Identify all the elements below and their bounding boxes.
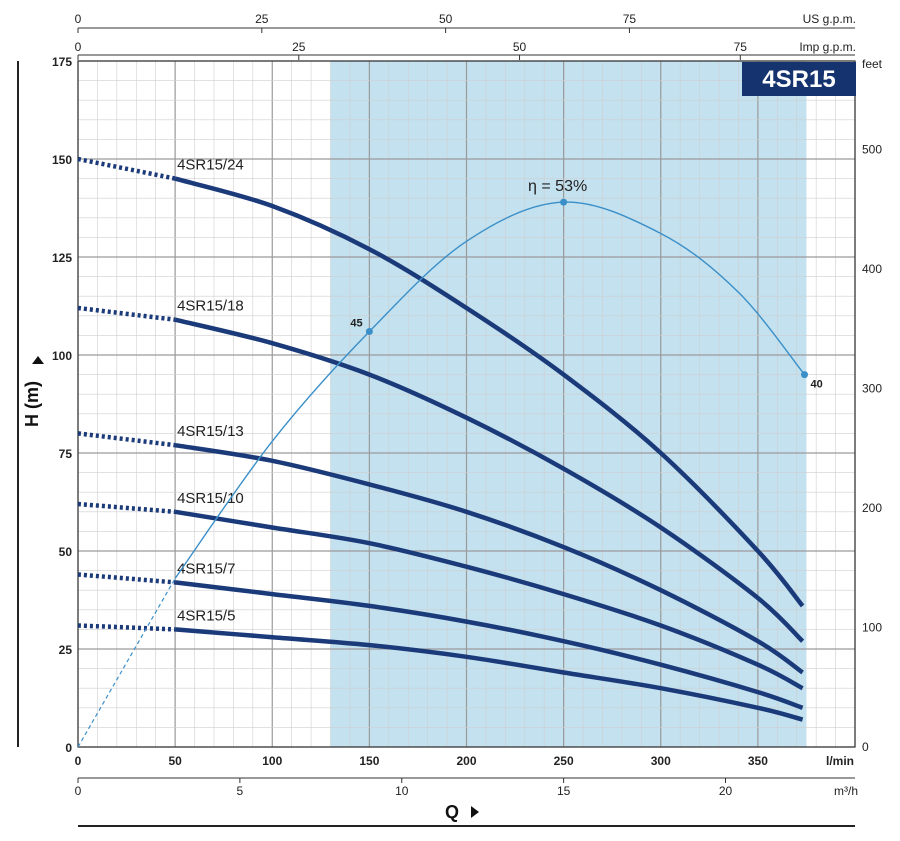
series-dotted-line xyxy=(77,431,176,448)
series-line xyxy=(174,627,804,722)
x-tick-label: 300 xyxy=(651,754,671,768)
series-line xyxy=(174,580,804,710)
us-gpm-tick-label: 75 xyxy=(623,12,637,26)
operating-range-band xyxy=(330,61,807,747)
series-dotted-line xyxy=(77,156,176,181)
m3h-tick-label: 0 xyxy=(75,784,82,798)
series-dotted-line xyxy=(77,501,176,515)
y-tick-label: 75 xyxy=(59,447,73,461)
x-tick-label: 200 xyxy=(456,754,476,768)
y-tick-label: 0 xyxy=(65,741,72,755)
y-arrow-icon xyxy=(32,356,44,364)
y-tick-label: 150 xyxy=(52,153,72,167)
y-tick-label: 50 xyxy=(59,545,73,559)
imp-gpm-tick-label: 75 xyxy=(734,40,748,54)
imp-gpm-unit: Imp g.p.m. xyxy=(799,40,856,54)
y-tick-label: 100 xyxy=(52,349,72,363)
m3h-tick-label: 20 xyxy=(719,784,733,798)
x-tick-label: 0 xyxy=(75,754,82,768)
series-label: 4SR15/18 xyxy=(177,298,244,315)
plot-frame xyxy=(77,60,856,748)
imp-gpm-tick-label: 50 xyxy=(513,40,527,54)
series-line xyxy=(174,176,805,608)
feet-tick-label: 500 xyxy=(862,143,882,157)
efficiency-line xyxy=(174,201,806,579)
series-line xyxy=(174,509,804,691)
x-tick-label: 250 xyxy=(554,754,574,768)
x-arrow-icon xyxy=(471,806,479,818)
feet-tick-label: 400 xyxy=(862,262,882,276)
series-label: 4SR15/5 xyxy=(177,607,235,624)
model-badge: 4SR15 xyxy=(742,62,856,96)
series-label: 4SR15/7 xyxy=(177,560,235,577)
efficiency-point xyxy=(365,327,373,335)
series-dotted-line xyxy=(77,305,176,322)
series-label: 4SR15/10 xyxy=(177,490,244,507)
us-gpm-tick-label: 50 xyxy=(439,12,453,26)
imp-gpm-tick-label: 25 xyxy=(292,40,306,54)
series-line xyxy=(174,317,805,643)
y-tick-label: 175 xyxy=(52,55,72,69)
feet-tick-label: 100 xyxy=(862,621,882,635)
x-tick-label: 350 xyxy=(748,754,768,768)
us-gpm-tick-label: 0 xyxy=(75,12,82,26)
m3h-tick-label: 5 xyxy=(237,784,244,798)
y-tick-label: 125 xyxy=(52,251,72,265)
efficiency-dashed-line xyxy=(77,578,176,748)
series-dotted-line xyxy=(77,572,176,585)
chart-title: 4SR15 xyxy=(762,66,835,93)
feet-unit: feet xyxy=(862,57,883,71)
efficiency-point xyxy=(560,198,568,206)
us-gpm-tick-label: 25 xyxy=(255,12,269,26)
x-axis-unit: l/min xyxy=(826,754,854,768)
efficiency-point-label: 45 xyxy=(350,317,362,329)
series-label: 4SR15/13 xyxy=(177,423,244,440)
feet-tick-label: 200 xyxy=(862,501,882,515)
y-tick-label: 25 xyxy=(59,643,73,657)
x-tick-label: 50 xyxy=(168,754,182,768)
feet-tick-label: 300 xyxy=(862,382,882,396)
x-tick-label: 150 xyxy=(359,754,379,768)
series-label: 4SR15/24 xyxy=(177,157,244,174)
m3h-unit: m³/h xyxy=(834,784,858,798)
series-dotted-line xyxy=(77,623,176,632)
efficiency-point xyxy=(800,371,808,379)
x-tick-label: 100 xyxy=(262,754,282,768)
series-line xyxy=(174,442,804,675)
m3h-tick-label: 10 xyxy=(395,784,409,798)
x-axis-title: Q xyxy=(445,802,459,822)
efficiency-peak-label: η = 53% xyxy=(528,178,587,195)
y-axis-title: H (m) xyxy=(22,381,42,427)
efficiency-point-label: 40 xyxy=(810,379,822,391)
feet-tick-label: 0 xyxy=(862,740,869,754)
imp-gpm-tick-label: 0 xyxy=(75,40,82,54)
us-gpm-unit: US g.p.m. xyxy=(803,12,856,26)
m3h-tick-label: 15 xyxy=(557,784,571,798)
